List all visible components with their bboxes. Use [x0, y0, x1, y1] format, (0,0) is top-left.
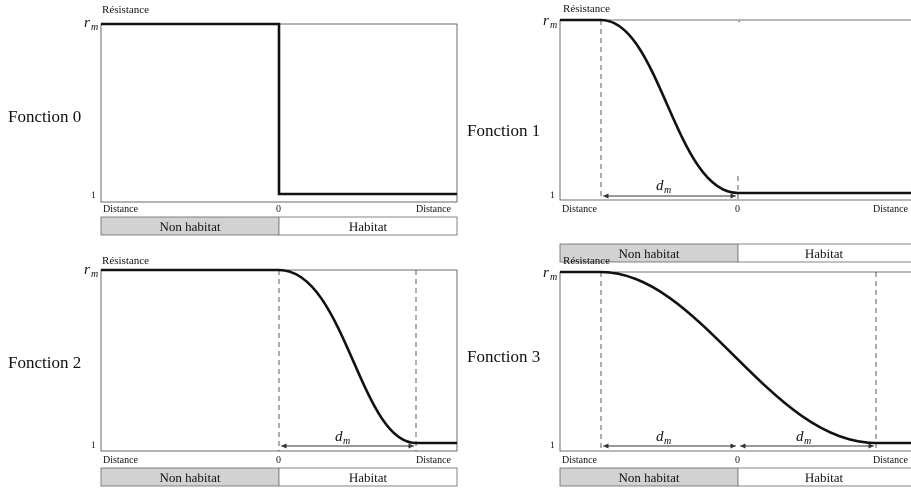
panel-0-right-distance: Distance — [416, 204, 452, 215]
panel-0-resistance-label: Résistance — [102, 4, 149, 16]
panel-0-step-curve — [101, 22, 457, 196]
panel-3-title: Fonction 3 — [467, 347, 540, 366]
svg-text:d: d — [335, 429, 343, 445]
panel-1-left-distance: Distance — [562, 204, 598, 215]
panel-2-band-habitat-label: Habitat — [349, 470, 388, 485]
panel-3-zero-label: 0 — [735, 455, 740, 466]
svg-text:r: r — [543, 13, 549, 29]
svg-text:d: d — [796, 429, 804, 445]
panel-1-band-non-habitat-label: Non habitat — [618, 246, 679, 261]
svg-text:d: d — [656, 429, 664, 445]
panel-3-one-label: 1 — [550, 441, 555, 451]
svg-text:m: m — [664, 185, 671, 196]
panel-2-rm-label: r m — [84, 262, 98, 280]
panel-2-band-habitat — [278, 467, 458, 487]
panel-0-title: Fonction 0 — [8, 107, 81, 126]
svg-text:m: m — [343, 436, 350, 447]
panel-2-right-distance: Distance — [416, 455, 452, 466]
stray-mark: . — [738, 15, 740, 25]
svg-text:m: m — [91, 22, 98, 33]
panel-3-dm-label-left: d m — [656, 429, 671, 447]
panel-3-dm-label-right: d m — [796, 429, 811, 447]
panel-3-band-non-habitat-label: Non habitat — [618, 470, 679, 485]
panel-1-rm-label: r m — [543, 13, 557, 31]
panel-fonction-1: Fonction 1 Résistance r m 1 d m Distance… — [467, 3, 911, 263]
svg-text:d: d — [656, 178, 664, 194]
panel-2-curve — [101, 268, 457, 445]
panel-1-zero-label: 0 — [735, 204, 740, 215]
panel-1-resistance-label: Résistance — [563, 3, 610, 15]
panel-1-dm-label: d m — [656, 178, 671, 196]
panel-3-curve — [560, 270, 911, 445]
panel-3-resistance-label: Résistance — [563, 255, 610, 267]
panel-1-curve — [560, 18, 911, 195]
panel-1-band-habitat-label: Habitat — [805, 246, 844, 261]
svg-text:r: r — [543, 265, 549, 281]
svg-text:m: m — [804, 436, 811, 447]
svg-text:r: r — [84, 15, 90, 31]
panel-3-band-habitat-label: Habitat — [805, 470, 844, 485]
panel-0-rm-label: r m — [84, 15, 98, 33]
svg-text:m: m — [550, 20, 557, 31]
svg-text:m: m — [550, 272, 557, 283]
panel-1-plot-frame — [559, 19, 911, 201]
svg-text:m: m — [664, 436, 671, 447]
panel-0-band-habitat — [278, 216, 458, 236]
svg-text:m: m — [91, 269, 98, 280]
panel-2-title: Fonction 2 — [8, 353, 81, 372]
panel-3-right-distance: Distance — [873, 455, 909, 466]
panel-0-zero-label: 0 — [276, 204, 281, 215]
panel-2-one-label: 1 — [91, 441, 96, 451]
panel-0-one-label: 1 — [91, 191, 96, 201]
panel-3-rm-label: r m — [543, 265, 557, 283]
panel-fonction-0: Fonction 0 Résistance r m 1 Distance 0 D… — [8, 4, 458, 236]
svg-text:r: r — [84, 262, 90, 278]
panel-2-left-distance: Distance — [103, 455, 139, 466]
panel-0-band-non-habitat-label: Non habitat — [159, 219, 220, 234]
panel-3-left-distance: Distance — [562, 455, 598, 466]
panel-3-plot-frame — [559, 271, 911, 452]
panel-fonction-3: Fonction 3 Résistance r m 1 d m d m Dist… — [467, 255, 911, 487]
panel-2-zero-label: 0 — [276, 455, 281, 466]
panel-2-dm-label: d m — [335, 429, 350, 447]
panel-1-right-distance: Distance — [873, 204, 909, 215]
panel-0-band-habitat-label: Habitat — [349, 219, 388, 234]
panel-1-one-label: 1 — [550, 191, 555, 201]
panel-2-band-non-habitat-label: Non habitat — [159, 470, 220, 485]
panel-1-band-habitat — [737, 243, 911, 263]
panel-3-band-habitat — [737, 467, 911, 487]
panel-fonction-2: Fonction 2 Résistance r m 1 d m Distance… — [8, 255, 458, 487]
panel-1-title: Fonction 1 — [467, 121, 540, 140]
panel-2-resistance-label: Résistance — [102, 255, 149, 267]
panel-0-left-distance: Distance — [103, 204, 139, 215]
